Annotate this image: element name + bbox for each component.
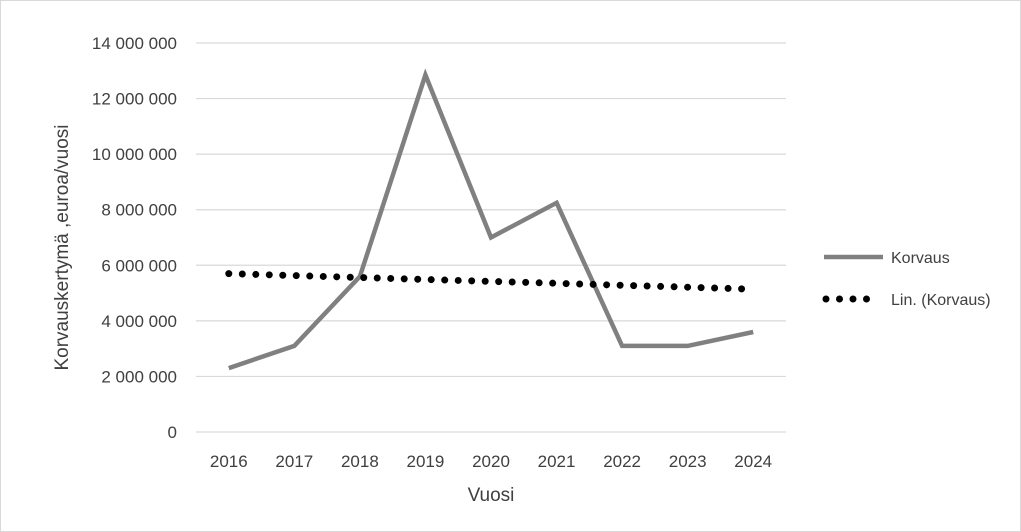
y-tick-label: 6 000 000 (101, 256, 177, 275)
x-tick-label: 2019 (407, 452, 445, 471)
y-tick-label: 0 (168, 423, 177, 442)
y-tick-label: 12 000 000 (92, 90, 177, 109)
y-tick-label: 2 000 000 (101, 367, 177, 386)
y-tick-label: 4 000 000 (101, 312, 177, 331)
x-tick-label: 2023 (669, 452, 707, 471)
y-tick-label: 14 000 000 (92, 34, 177, 53)
y-tick-label: 8 000 000 (101, 201, 177, 220)
gridlines (196, 42, 786, 433)
series (225, 68, 757, 371)
x-axis-title: Vuosi (468, 485, 515, 506)
legend: Korvaus Lin. (Korvaus) (822, 250, 991, 309)
x-tick-label: 2022 (603, 452, 641, 471)
y-axis-title: Korvauskertymä ,euroa/vuosi (52, 124, 73, 370)
x-tick-label: 2024 (734, 452, 772, 471)
x-tick-label: 2021 (538, 452, 576, 471)
legend-label: Lin. (Korvaus) (891, 292, 991, 309)
x-tick-label: 2018 (341, 452, 379, 471)
x-tick-label: 2016 (210, 452, 248, 471)
x-tick-label: 2020 (472, 452, 510, 471)
x-axis-ticks: 2016 2017 2018 2019 2020 2021 2022 2023 2024 (210, 452, 772, 471)
x-tick-label: 2017 (275, 452, 313, 471)
y-axis-ticks: 0 2 000 000 4 000 000 6 000 000 8 000 000 10 … (92, 34, 177, 442)
y-tick-label: 10 000 000 (92, 145, 177, 164)
series-line-korvaus (228, 68, 754, 371)
legend-label: Korvaus (891, 250, 950, 267)
